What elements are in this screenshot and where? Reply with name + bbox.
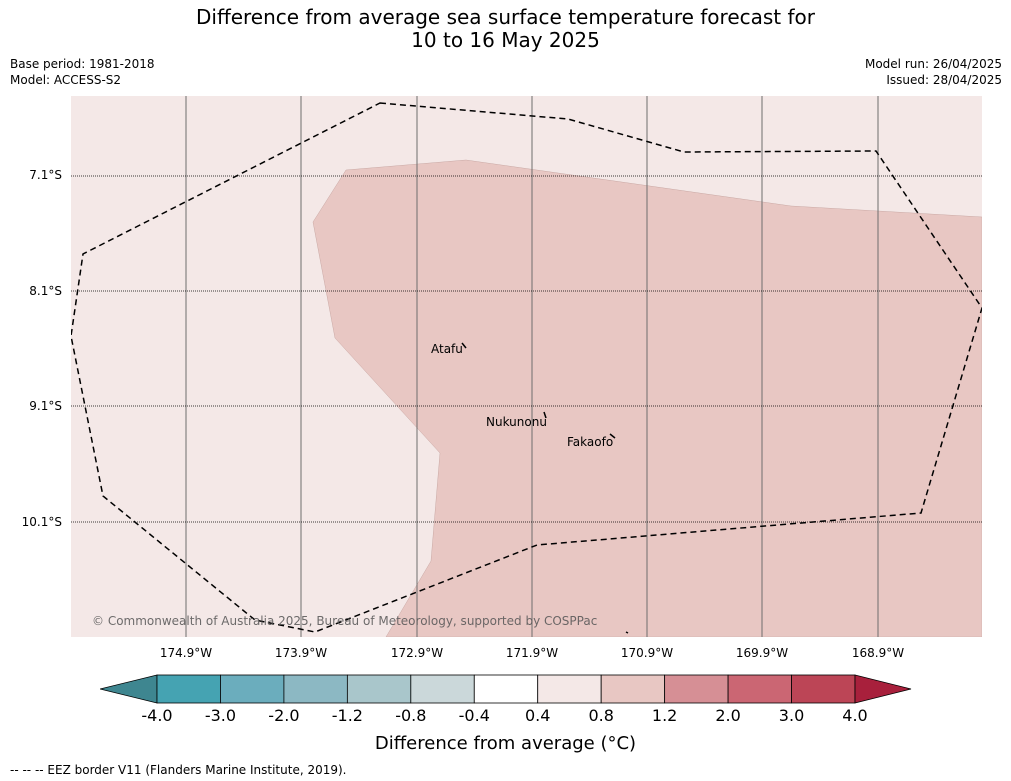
colorbar-segment [156, 674, 221, 704]
colorbar-tick-label: 1.2 [651, 706, 678, 725]
colorbar-tick-label: 0.4 [524, 706, 551, 725]
chart-title-line1: Difference from average sea surface temp… [195, 5, 815, 29]
colorbar-segment [600, 674, 666, 704]
colorbar-extend-low [100, 674, 158, 704]
colorbar [100, 674, 912, 704]
colorbar-tick-label: -0.8 [395, 706, 427, 725]
issued-text: Issued: 28/04/2025 [886, 73, 1002, 87]
colorbar-segment [473, 674, 539, 704]
colorbar-tick-label: 4.0 [842, 706, 868, 725]
model-run-text: Model run: 26/04/2025 [864, 57, 1002, 71]
nukunonu-island-shape [543, 411, 547, 419]
longitude-label-174.9w: 174.9°W [159, 646, 213, 660]
colorbar-segment [220, 674, 285, 704]
colorbar-extend-high [854, 674, 912, 704]
colorbar-tick-label: 0.8 [588, 706, 614, 725]
longitude-label-173.9w: 173.9°W [274, 646, 328, 660]
fakaofo-island-shape [609, 433, 616, 439]
island-label-nukunonu: Nukunonu [486, 415, 547, 429]
colorbar-tick-label: -0.4 [458, 706, 490, 725]
map-canvas [71, 96, 982, 637]
latitude-label-8.1s: 8.1°S [29, 284, 62, 298]
colorbar-tick-label: 2.0 [715, 706, 741, 725]
colorbar-tick-label: -1.2 [331, 706, 363, 725]
island-label-fakaofo: Fakaofo [567, 435, 614, 449]
colorbar-segment [537, 674, 602, 704]
longitude-label-171.9w: 171.9°W [505, 646, 559, 660]
meridian-lines [185, 96, 879, 637]
island-label-atafu: Atafu [431, 342, 463, 356]
latitude-label-10.1s: 10.1°S [21, 515, 62, 529]
colorbar-label: Difference from average (°C) [374, 733, 637, 754]
colorbar-tick-label: -3.0 [204, 706, 237, 725]
latitude-label-7.1s: 7.1°S [29, 168, 62, 182]
model-text: Model: ACCESS-S2 [10, 73, 122, 87]
colorbar-segment [664, 674, 729, 704]
sst-anomaly-map[interactable] [71, 96, 982, 637]
small-islet-shape [625, 631, 629, 634]
atafu-island-shape [461, 342, 467, 349]
copyright-notice: © Commonwealth of Australia 2025, Bureau… [92, 614, 598, 628]
eez-border-legend: -- -- -- EEZ border V11 (Flanders Marine… [10, 763, 347, 777]
latitude-label-9.1s: 9.1°S [29, 399, 62, 413]
colorbar-segment [283, 674, 348, 704]
longitude-label-168.9w: 168.9°W [851, 646, 905, 660]
colorbar-tick-label: -4.0 [141, 706, 173, 725]
base-period-text: Base period: 1981-2018 [10, 57, 155, 71]
colorbar-segment [410, 674, 475, 704]
colorbar-tick-label: 3.0 [778, 706, 805, 725]
colorbar-segment [727, 674, 792, 704]
colorbar-tick-label: -2.0 [268, 706, 300, 725]
colorbar-segment [346, 674, 412, 704]
longitude-label-169.9w: 169.9°W [735, 646, 789, 660]
longitude-label-170.9w: 170.9°W [620, 646, 674, 660]
longitude-label-172.9w: 172.9°W [390, 646, 444, 660]
chart-title-line2: 10 to 16 May 2025 [411, 28, 600, 52]
colorbar-segment [791, 674, 856, 704]
